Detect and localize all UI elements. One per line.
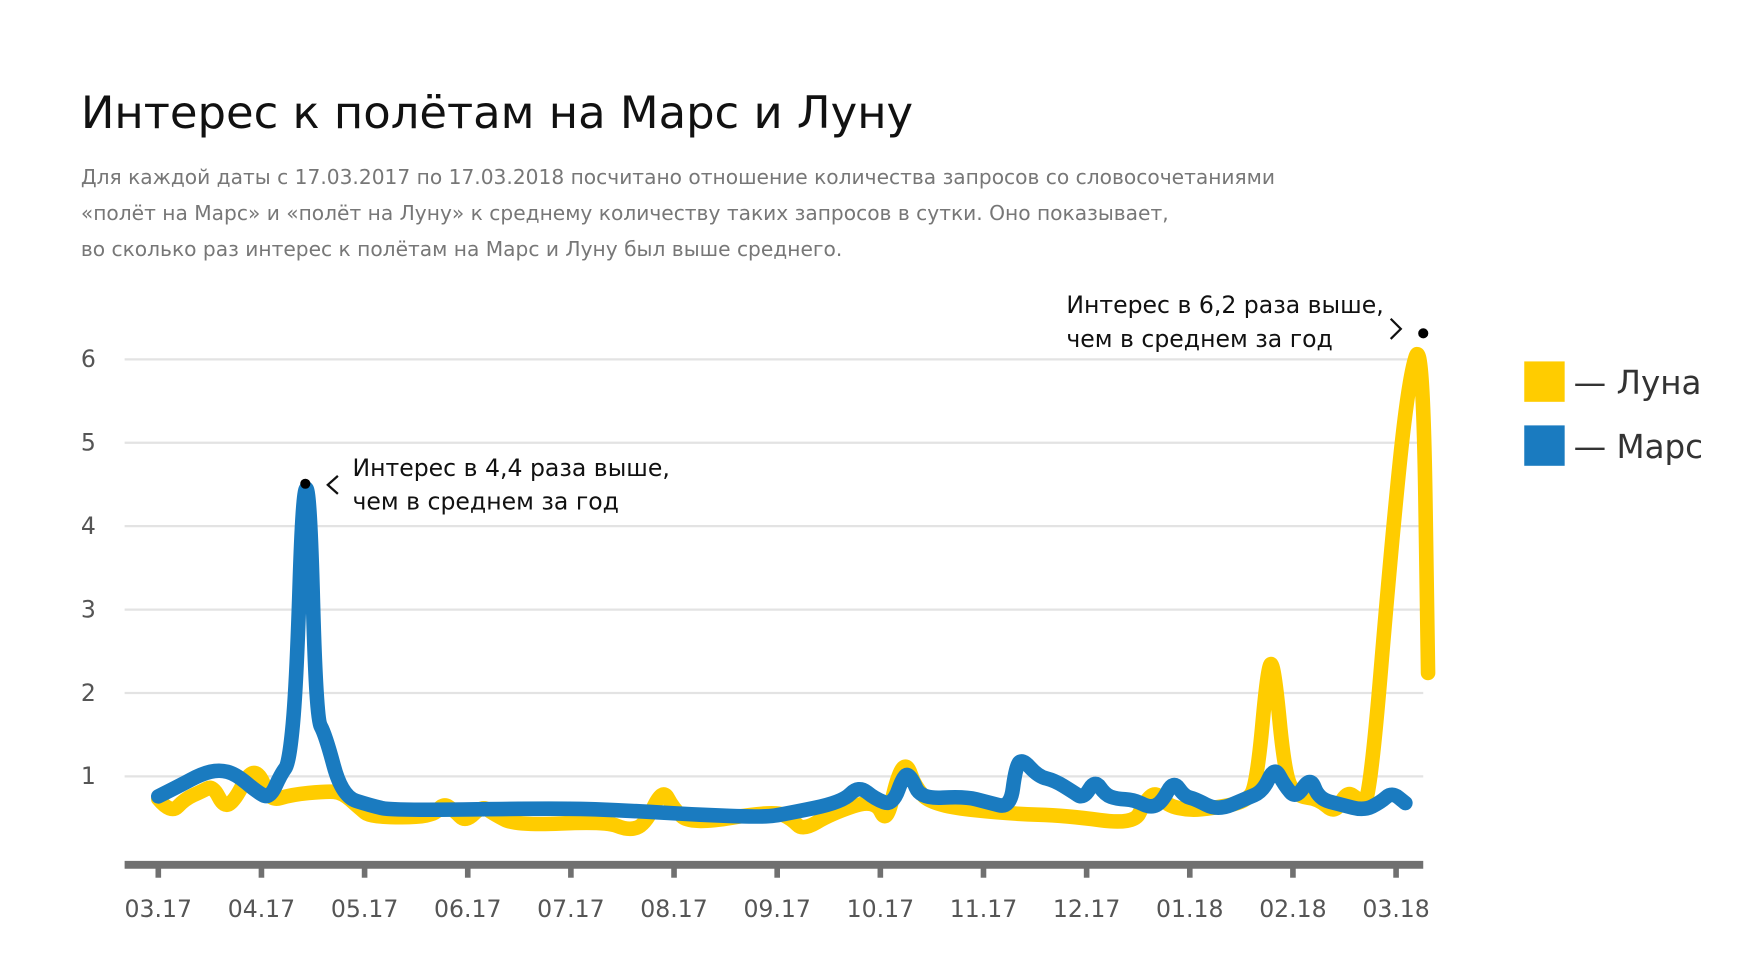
x-tick-label: 02.18: [1259, 895, 1326, 923]
x-tick-label: 05.17: [331, 895, 398, 923]
x-tick-label: 11.17: [950, 895, 1017, 923]
x-tick-mark: [155, 864, 162, 878]
y-tick-label: 3: [81, 595, 96, 623]
x-tick-label: 03.17: [125, 895, 192, 923]
legend-label-luna: — Луна: [1574, 364, 1702, 402]
annotation-mars-line-2: чем в среднем за год: [352, 488, 618, 516]
x-tick-label: 03.18: [1362, 895, 1429, 923]
subtitle-line-3: во сколько раз интерес к полётам на Марс…: [81, 237, 842, 261]
chart-title: Интерес к полётам на Марс и Луну: [81, 86, 913, 139]
y-tick-label: 5: [81, 429, 96, 457]
x-tick-label: 12.17: [1053, 895, 1120, 923]
x-tick-mark: [1393, 864, 1399, 878]
x-tick-mark: [361, 864, 368, 878]
x-axis: 03.17 04.17 05.17 06.17 07.17 08.17 09.17 10.17…: [125, 864, 1430, 923]
y-tick-label: 1: [81, 762, 96, 790]
legend-label-mars: — Марс: [1574, 428, 1703, 466]
x-tick-mark: [980, 864, 987, 878]
x-tick-mark: [877, 864, 884, 878]
y-tick-label: 2: [81, 679, 96, 707]
series-lines: [150, 347, 1436, 837]
gridlines: [124, 358, 1424, 778]
legend: — Луна — Марс: [1524, 361, 1703, 466]
x-tick-label: 06.17: [434, 895, 501, 923]
peak-marker-mars: [300, 478, 311, 489]
x-tick-mark: [568, 864, 574, 878]
x-axis-line: [124, 860, 1424, 869]
y-tick-label: 6: [81, 345, 96, 373]
x-tick-mark: [1083, 864, 1090, 878]
x-tick-label: 08.17: [640, 895, 707, 923]
legend-swatch-mars: [1524, 425, 1565, 466]
x-tick-label: 01.18: [1156, 895, 1223, 923]
annotations: Интерес в 4,4 раза выше, чем в среднем за…: [300, 291, 1429, 516]
x-tick-mark: [1186, 864, 1193, 878]
x-tick-label: 10.17: [847, 895, 914, 923]
x-tick-label: 07.17: [537, 895, 604, 923]
series-line-mars: [150, 481, 1413, 824]
x-tick-mark: [774, 864, 780, 878]
annotation-luna-line-1: Интерес в 6,2 раза выше,: [1066, 291, 1383, 319]
annotation-mars-line-1: Интерес в 4,4 раза выше,: [352, 454, 669, 482]
x-tick-mark: [258, 864, 265, 878]
annotation-luna-line-2: чем в среднем за год: [1066, 325, 1332, 353]
y-axis: 1 2 3 4 5 6: [81, 345, 96, 790]
y-tick-label: 4: [81, 512, 96, 540]
arrow-left-icon: [326, 475, 339, 495]
x-tick-mark: [464, 864, 471, 878]
x-tick-label: 09.17: [743, 895, 810, 923]
subtitle-line-1: Для каждой даты с 17.03.2017 по 17.03.20…: [81, 165, 1275, 189]
subtitle-line-2: «полёт на Марс» и «полёт на Луну» к сред…: [81, 201, 1169, 225]
legend-swatch-luna: [1524, 361, 1565, 402]
peak-marker-luna: [1418, 328, 1429, 339]
arrow-right-icon: [1389, 317, 1403, 340]
x-tick-mark: [1290, 864, 1296, 878]
x-tick-label: 04.17: [228, 895, 295, 923]
series-line-luna: [150, 347, 1436, 837]
x-tick-mark: [671, 864, 677, 878]
